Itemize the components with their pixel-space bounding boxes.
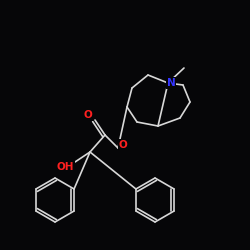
Text: N: N bbox=[166, 78, 175, 88]
Text: O: O bbox=[84, 110, 92, 120]
Text: O: O bbox=[119, 140, 128, 150]
Text: OH: OH bbox=[56, 162, 74, 172]
